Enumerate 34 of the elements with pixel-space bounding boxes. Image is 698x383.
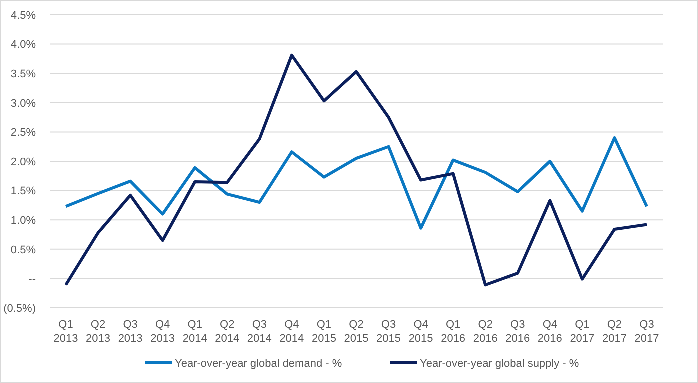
y-tick-label: 3.0% (10, 98, 36, 110)
line-series (64, 54, 648, 287)
x-tick-label: Q1 2013 (54, 319, 78, 345)
x-tick-label: Q4 2015 (408, 319, 434, 345)
legend-label: Year-over-year global supply - % (420, 358, 580, 370)
x-tick-label: Q1 2016 (441, 319, 466, 345)
x-tick-label: Q3 2016 (506, 319, 530, 345)
x-tick-label: Q3 2014 (247, 319, 272, 345)
x-tick-label: Q2 2014 (215, 319, 240, 345)
x-tick-label: Q1 2014 (182, 319, 208, 345)
x-tick-label: Q2 2017 (602, 319, 627, 345)
x-tick-label: Q4 2016 (538, 319, 562, 345)
y-tick-label: 4.0% (10, 39, 36, 52)
x-tick-label: Q4 2013 (150, 319, 176, 345)
x-tick-label: Q3 2013 (118, 319, 143, 345)
x-tick-label: Q2 2013 (86, 319, 111, 345)
x-tick-label: Q3 2015 (376, 319, 402, 345)
y-tick-label: 2.5% (10, 127, 36, 140)
y-tick-label: 1.5% (10, 186, 36, 198)
y-tick-label: 0.5% (10, 244, 36, 256)
y-tick-label: 2.0% (10, 156, 36, 168)
y-tick-label: 4.5% (10, 10, 36, 22)
legend-label: Year-over-year global demand - % (175, 358, 342, 370)
y-tick-label: 1.0% (10, 214, 36, 227)
x-tick-label: Q4 2014 (280, 319, 304, 345)
line-series (64, 136, 648, 230)
y-tick-label: (0.5%) (4, 302, 36, 315)
x-tick-label: Q1 2017 (570, 319, 595, 345)
y-tick-label: 3.5% (10, 68, 36, 80)
x-tick-label: Q2 2016 (473, 319, 498, 345)
y-tick-label: -- (28, 274, 36, 286)
x-tick-label: Q1 2015 (312, 319, 336, 345)
x-tick-label: Q3 2017 (634, 319, 660, 345)
x-tick-label: Q2 2015 (344, 319, 369, 345)
